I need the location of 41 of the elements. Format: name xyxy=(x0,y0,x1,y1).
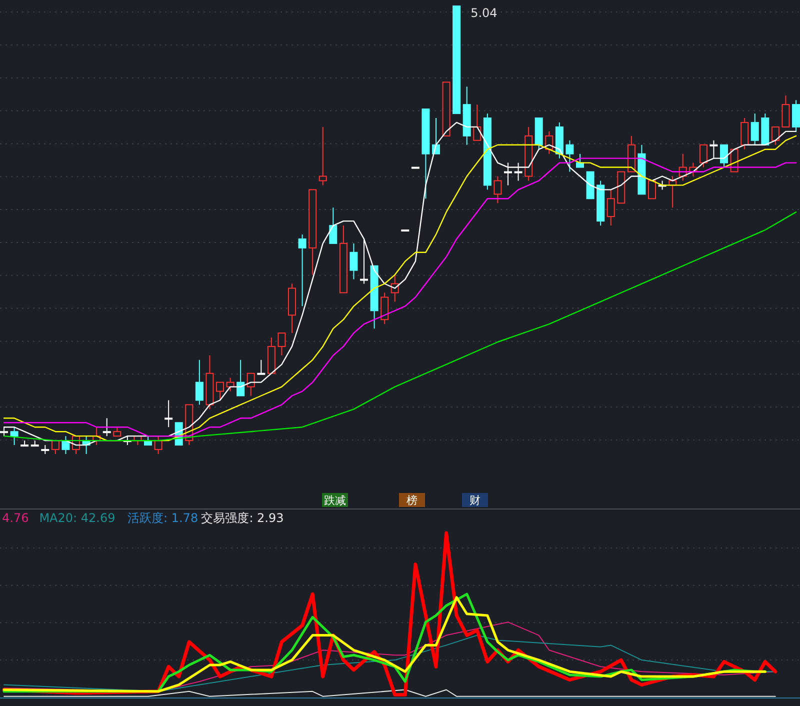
candlestick xyxy=(350,242,358,280)
text: 活跃度: 1.78 xyxy=(128,511,198,525)
candlestick xyxy=(504,162,512,186)
candlestick xyxy=(473,104,482,141)
annotation: 5.04 xyxy=(470,6,498,20)
candlestick xyxy=(360,238,368,284)
candlestick xyxy=(771,126,780,146)
candlestick xyxy=(246,372,255,396)
candlestick xyxy=(792,100,800,132)
candlestick xyxy=(494,176,502,204)
candlestick xyxy=(514,162,522,182)
text: MA20: 42.69 xyxy=(39,511,116,525)
candlestick xyxy=(10,426,18,446)
candlestick xyxy=(216,382,224,401)
candlestick xyxy=(329,207,338,244)
candlestick xyxy=(699,144,708,168)
candlestick xyxy=(720,144,728,168)
candlestick xyxy=(380,292,389,325)
candlestick xyxy=(278,332,286,356)
candlestick xyxy=(318,126,327,186)
candlestick xyxy=(566,140,574,172)
candlestick xyxy=(51,440,60,454)
candlestick xyxy=(102,418,111,437)
candlestick xyxy=(298,234,306,307)
candlestick xyxy=(576,153,584,168)
candlestick xyxy=(236,359,245,396)
candlestick xyxy=(164,400,173,428)
candlestick xyxy=(257,359,266,375)
candlestick xyxy=(710,140,718,159)
candlestick xyxy=(740,118,749,150)
text: 财 xyxy=(470,494,480,507)
text: 4.76 xyxy=(2,511,29,525)
candlestick xyxy=(782,95,790,128)
candlestick xyxy=(606,189,615,226)
candlestick xyxy=(154,436,162,454)
candlestick xyxy=(648,180,656,200)
text: 交易强度: 2.93 xyxy=(201,511,284,525)
candlestick xyxy=(750,113,759,146)
text: 跌减 xyxy=(324,494,346,507)
text: 榜 xyxy=(406,494,418,507)
candlestick xyxy=(195,359,204,406)
